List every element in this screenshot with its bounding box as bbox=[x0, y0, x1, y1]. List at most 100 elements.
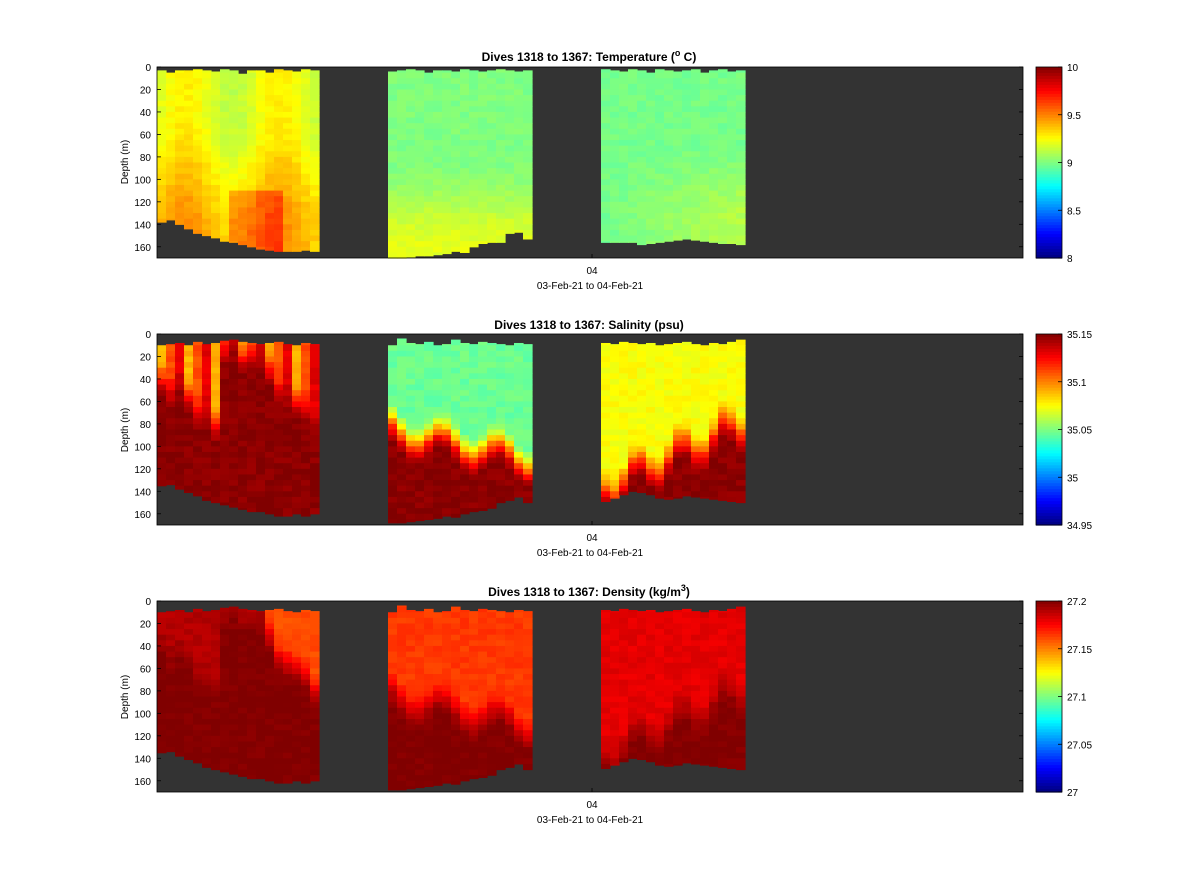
heatmap-cell bbox=[487, 752, 497, 759]
heatmap-cell bbox=[193, 623, 203, 630]
heatmap-cell bbox=[496, 685, 506, 692]
heatmap-cell bbox=[157, 401, 167, 408]
heatmap-cell bbox=[229, 218, 239, 225]
heatmap-cell bbox=[238, 128, 248, 136]
heatmap-cell bbox=[601, 207, 611, 214]
heatmap-cell bbox=[310, 356, 320, 363]
heatmap-cell bbox=[202, 401, 212, 408]
colorbar-segment bbox=[1036, 663, 1062, 668]
heatmap-cell bbox=[220, 707, 230, 714]
heatmap-cell bbox=[709, 609, 719, 613]
heatmap-cell bbox=[301, 730, 311, 737]
heatmap-cell bbox=[700, 401, 710, 408]
heatmap-cell bbox=[388, 690, 398, 698]
heatmap-cell bbox=[238, 674, 248, 681]
panel-title-superscript: 3 bbox=[681, 583, 686, 593]
heatmap-cell bbox=[487, 106, 497, 113]
heatmap-cell bbox=[505, 747, 515, 754]
heatmap-cell bbox=[415, 344, 425, 346]
heatmap-cell bbox=[637, 480, 647, 487]
heatmap-cell bbox=[229, 190, 239, 197]
heatmap-cell bbox=[451, 201, 461, 209]
heatmap-cell bbox=[691, 634, 701, 641]
heatmap-cell bbox=[451, 491, 461, 498]
heatmap-cell bbox=[691, 429, 701, 436]
heatmap-cell bbox=[646, 213, 656, 220]
colorbar-segment bbox=[1036, 453, 1062, 457]
heatmap-cell bbox=[487, 429, 497, 436]
heatmap-cell bbox=[709, 395, 719, 403]
heatmap-cell bbox=[610, 390, 620, 397]
heatmap-cell bbox=[487, 145, 497, 152]
heatmap-cell bbox=[247, 395, 257, 403]
heatmap-cell bbox=[256, 480, 266, 487]
heatmap-cell bbox=[637, 707, 647, 714]
heatmap-cell bbox=[388, 508, 398, 515]
heatmap-cell bbox=[610, 724, 620, 731]
colorbar-segment bbox=[1036, 441, 1062, 446]
heatmap-cell bbox=[514, 162, 524, 169]
heatmap-cell bbox=[646, 679, 656, 686]
heatmap-cell bbox=[514, 95, 524, 102]
heatmap-cell bbox=[274, 634, 284, 641]
heatmap-cell bbox=[184, 401, 194, 408]
colorbar-segment bbox=[1036, 648, 1062, 653]
heatmap-cell bbox=[469, 662, 479, 670]
heatmap-cell bbox=[256, 196, 266, 203]
heatmap-cell bbox=[193, 350, 203, 358]
heatmap-cell bbox=[442, 100, 452, 107]
heatmap-cell bbox=[220, 702, 230, 709]
heatmap-cell bbox=[424, 463, 434, 470]
heatmap-cell bbox=[691, 78, 701, 85]
heatmap-cell bbox=[496, 395, 506, 403]
heatmap-cell bbox=[229, 741, 239, 748]
colorbar-segment bbox=[1036, 432, 1062, 437]
heatmap-cell bbox=[301, 491, 311, 498]
heatmap-cell bbox=[442, 407, 452, 414]
heatmap-cell bbox=[478, 373, 488, 380]
heatmap-cell bbox=[202, 629, 212, 636]
heatmap-cell bbox=[469, 696, 479, 703]
heatmap-cell bbox=[682, 395, 692, 403]
heatmap-cell bbox=[610, 173, 620, 180]
heatmap-cell bbox=[310, 612, 320, 619]
heatmap-cell bbox=[478, 696, 488, 703]
panel-title-superscript: o bbox=[675, 48, 681, 58]
heatmap-cell bbox=[469, 611, 479, 613]
heatmap-cell bbox=[709, 463, 719, 470]
heatmap-cell bbox=[406, 752, 416, 759]
heatmap-cell bbox=[406, 508, 416, 515]
heatmap-cell bbox=[691, 196, 701, 203]
heatmap-cell bbox=[397, 156, 407, 164]
heatmap-cell bbox=[718, 696, 728, 703]
heatmap-cell bbox=[292, 612, 302, 619]
heatmap-cell bbox=[655, 224, 665, 231]
heatmap-cell bbox=[682, 378, 692, 386]
heatmap-cell bbox=[691, 485, 701, 492]
heatmap-cell bbox=[505, 679, 515, 686]
heatmap-cell bbox=[175, 418, 185, 425]
heatmap-cell bbox=[157, 117, 167, 124]
heatmap-cell bbox=[157, 418, 167, 425]
heatmap-cell bbox=[433, 179, 443, 186]
heatmap-cell bbox=[610, 763, 620, 766]
heatmap-cell bbox=[211, 367, 221, 374]
heatmap-cell bbox=[691, 423, 701, 431]
heatmap-cell bbox=[718, 612, 728, 619]
heatmap-cell bbox=[514, 395, 524, 403]
heatmap-cell bbox=[397, 378, 407, 386]
heatmap-cell bbox=[637, 623, 647, 630]
heatmap-cell bbox=[478, 429, 488, 436]
heatmap-cell bbox=[460, 162, 470, 169]
heatmap-cell bbox=[514, 730, 524, 737]
heatmap-cell bbox=[736, 350, 746, 358]
heatmap-cell bbox=[673, 117, 683, 124]
heatmap-cell bbox=[211, 407, 221, 414]
heatmap-cell bbox=[256, 679, 266, 686]
heatmap-cell bbox=[700, 457, 710, 464]
heatmap-cell bbox=[487, 451, 497, 459]
heatmap-cell bbox=[709, 173, 719, 180]
heatmap-cell bbox=[460, 752, 470, 759]
heatmap-cell bbox=[406, 640, 416, 647]
heatmap-cell bbox=[514, 418, 524, 425]
